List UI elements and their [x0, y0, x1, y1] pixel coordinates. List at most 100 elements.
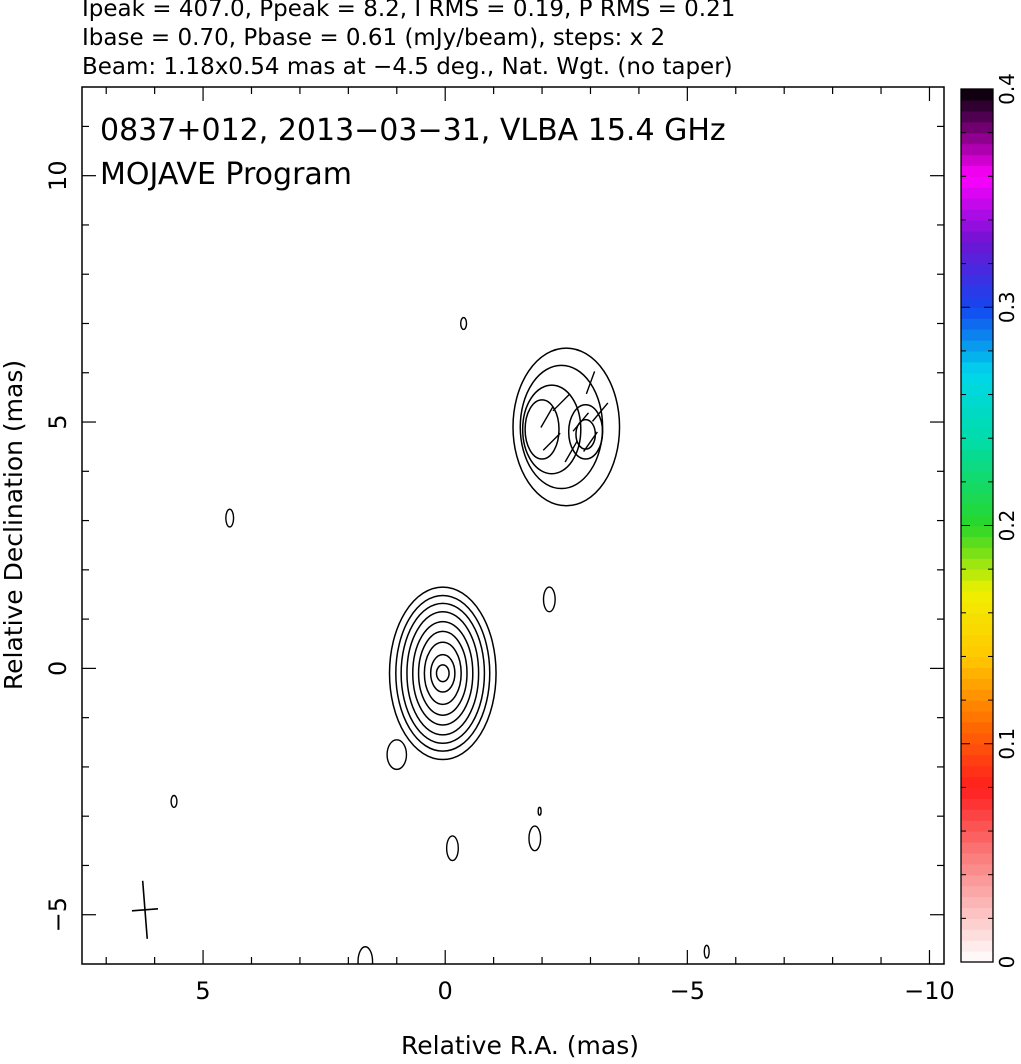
colorbar-swatch [961, 492, 993, 505]
evpa-tick [542, 432, 561, 451]
evpa-tick [585, 371, 596, 395]
colorbar-swatch [961, 252, 993, 265]
colorbar-swatch [961, 667, 993, 679]
jet-contour [567, 404, 604, 460]
colorbar-swatch [961, 623, 993, 636]
small-contour [703, 944, 710, 959]
chart-title: 0837+012, 2013−03−31, VLBA 15.4 GHz [100, 113, 726, 148]
colorbar-swatch [961, 951, 993, 963]
plot-layer [131, 316, 710, 964]
core-contour [388, 586, 497, 761]
x-tick-label: 5 [195, 977, 210, 1005]
jet-contour [512, 347, 621, 507]
small-contour [537, 806, 542, 816]
small-contour [170, 794, 178, 809]
colorbar-swatch [961, 176, 993, 188]
colorbar-swatch [961, 896, 993, 909]
core-contour [395, 594, 491, 752]
small-contour [225, 508, 235, 528]
y-axis-label: Relative Declination (mas) [0, 360, 28, 690]
core-contour [435, 664, 450, 683]
colorbar-swatch [961, 841, 993, 854]
colorbar-swatch [961, 263, 993, 276]
y-tick-label: −5 [44, 897, 72, 932]
colorbar-swatch [961, 209, 993, 221]
y-tick-label: 10 [44, 160, 72, 191]
x-axis-label: Relative R.A. (mas) [401, 1031, 639, 1060]
colorbar-swatch [961, 743, 993, 756]
colorbar-swatch [961, 121, 993, 134]
colorbar-swatch [961, 721, 993, 734]
core-contour [406, 610, 480, 736]
colorbar-swatch [961, 711, 993, 723]
colorbar-swatch [961, 601, 993, 614]
colorbar-swatch [961, 241, 993, 254]
small-contour [542, 586, 556, 613]
colorbar-swatch [961, 514, 993, 527]
core-contour [423, 641, 462, 706]
axes: 5 0 −5 −10 −5 0 5 10 [44, 87, 955, 1005]
colorbar-swatch [961, 416, 993, 428]
colorbar-swatch [961, 394, 993, 407]
core-contour [417, 630, 468, 716]
colorbar: 0 0.1 0.2 0.3 0.4 [960, 73, 1019, 968]
colorbar-swatch [961, 329, 993, 341]
colorbar-swatch [961, 820, 993, 832]
colorbar-swatch [961, 132, 993, 145]
core-contour [429, 653, 456, 693]
colorbar-swatch [961, 612, 993, 625]
header-line-1: Ipeak = 407.0, Ppeak = 8.2, I RMS = 0.19… [82, 0, 735, 22]
colorbar-swatch [961, 438, 993, 450]
colorbar-swatch [961, 165, 993, 177]
colorbar-swatch [961, 89, 993, 101]
colorbar-swatch [961, 929, 993, 941]
colorbar-swatch [961, 645, 993, 658]
y-tick-label: 0 [44, 661, 72, 676]
chart-subtitle: MOJAVE Program [100, 157, 352, 192]
small-contour [459, 316, 468, 331]
colorbar-swatch [961, 863, 993, 876]
plot-frame [81, 86, 945, 965]
colorbar-swatch [961, 678, 993, 690]
colorbar-swatch [961, 689, 993, 701]
colorbar-tick-label: 0.2 [995, 510, 1019, 542]
beam-minor-axis [131, 907, 159, 912]
small-contour [386, 739, 408, 771]
colorbar-swatch [961, 765, 993, 778]
core-contour [412, 620, 474, 726]
colorbar-swatch [961, 318, 993, 330]
colorbar-swatch [961, 110, 993, 123]
colorbar-swatch [961, 776, 993, 788]
colorbar-swatch [961, 547, 993, 559]
colorbar-swatch [961, 831, 993, 843]
colorbar-swatch [961, 339, 993, 352]
small-contour [528, 825, 542, 852]
x-tick-label: −10 [904, 977, 955, 1005]
colorbar-swatch [961, 481, 993, 494]
colorbar-swatch [961, 187, 993, 199]
jet-contour [521, 384, 582, 475]
header-line-3: Beam: 1.18x0.54 mas at −4.5 deg., Nat. W… [82, 54, 733, 80]
small-contour [445, 835, 459, 862]
plot-content [131, 316, 710, 964]
colorbar-swatch [961, 590, 993, 603]
colorbar-swatch [961, 361, 993, 374]
colorbar-swatch [961, 285, 993, 297]
x-tick-label: −5 [670, 977, 705, 1005]
colorbar-swatch [961, 503, 993, 516]
colorbar-swatch [961, 798, 993, 810]
colorbar-swatch [961, 940, 993, 952]
colorbar-swatch [961, 427, 993, 439]
small-contour [357, 946, 374, 964]
colorbar-tick-label: 0.3 [995, 291, 1019, 323]
evpa-tick [540, 406, 554, 428]
colorbar-swatch [961, 198, 993, 210]
colorbar-swatch [961, 656, 993, 668]
colorbar-swatch [961, 907, 993, 919]
colorbar-tick-label: 0.4 [995, 73, 1019, 105]
colorbar-tick-label: 0.1 [995, 728, 1019, 760]
colorbar-swatch [961, 885, 993, 898]
colorbar-swatch [961, 700, 993, 712]
colorbar-swatch [961, 296, 993, 308]
